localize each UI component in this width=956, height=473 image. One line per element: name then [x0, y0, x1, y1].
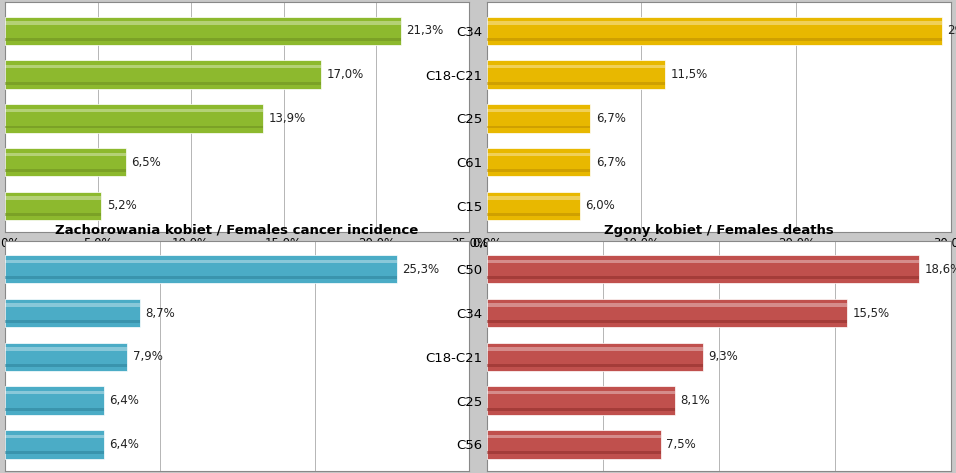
Text: 8,1%: 8,1%	[681, 394, 710, 407]
Bar	[487, 17, 942, 45]
Bar	[5, 347, 127, 350]
Bar	[5, 104, 263, 132]
Bar	[487, 38, 942, 41]
Text: 6,4%: 6,4%	[110, 438, 140, 451]
Bar	[5, 109, 263, 112]
Bar	[487, 125, 591, 128]
Bar	[487, 320, 847, 323]
Bar	[5, 192, 101, 220]
Text: 13,9%: 13,9%	[269, 112, 306, 125]
Bar	[5, 148, 125, 176]
Bar	[487, 109, 591, 112]
Bar	[487, 152, 591, 156]
Bar	[5, 125, 263, 128]
Bar	[487, 65, 664, 69]
Bar	[5, 169, 125, 172]
Text: 18,6%: 18,6%	[924, 263, 956, 276]
Bar	[5, 299, 140, 327]
Bar	[487, 364, 703, 367]
Bar	[487, 391, 675, 394]
Text: 11,5%: 11,5%	[670, 68, 707, 81]
Bar	[5, 38, 401, 41]
Bar	[487, 104, 591, 132]
Bar	[487, 148, 591, 176]
Text: 29,4%: 29,4%	[947, 24, 956, 37]
Bar	[5, 61, 320, 89]
Bar	[5, 82, 320, 85]
Text: 6,4%: 6,4%	[110, 394, 140, 407]
Text: 7,5%: 7,5%	[666, 438, 696, 451]
Bar	[487, 213, 579, 216]
Bar	[5, 255, 397, 283]
Bar	[487, 299, 847, 327]
Text: 6,7%: 6,7%	[596, 156, 626, 169]
Text: 6,7%: 6,7%	[596, 112, 626, 125]
Bar	[487, 386, 675, 415]
Bar	[487, 342, 703, 371]
Bar	[487, 260, 919, 263]
Bar	[5, 391, 104, 394]
Text: 7,9%: 7,9%	[133, 350, 163, 363]
Bar	[487, 82, 664, 85]
Bar	[487, 408, 675, 411]
Bar	[487, 347, 703, 350]
Bar	[487, 61, 664, 89]
Bar	[5, 320, 140, 323]
Title: Zachorowania kobiet / Females cancer incidence: Zachorowania kobiet / Females cancer inc…	[55, 224, 419, 237]
Bar	[487, 435, 661, 438]
Bar	[5, 408, 104, 411]
Bar	[487, 451, 661, 455]
Bar	[5, 276, 397, 279]
Bar	[5, 451, 104, 455]
Bar	[5, 364, 127, 367]
Text: 25,3%: 25,3%	[402, 263, 440, 276]
Bar	[5, 386, 104, 415]
Bar	[5, 435, 104, 438]
Bar	[5, 260, 397, 263]
Bar	[487, 196, 579, 200]
Bar	[5, 152, 125, 156]
Text: 5,2%: 5,2%	[107, 200, 137, 212]
Bar	[5, 65, 320, 69]
Bar	[5, 196, 101, 200]
Text: 15,5%: 15,5%	[852, 307, 889, 319]
Bar	[5, 303, 140, 307]
Bar	[5, 430, 104, 459]
Text: 17,0%: 17,0%	[326, 68, 363, 81]
Bar	[487, 303, 847, 307]
Text: 9,3%: 9,3%	[708, 350, 738, 363]
Bar	[5, 17, 401, 45]
Bar	[487, 276, 919, 279]
Bar	[487, 169, 591, 172]
Text: 21,3%: 21,3%	[406, 24, 444, 37]
Bar	[487, 21, 942, 25]
Text: 6,5%: 6,5%	[131, 156, 161, 169]
Bar	[5, 21, 401, 25]
Bar	[487, 255, 919, 283]
Title: Zgony kobiet / Females deaths: Zgony kobiet / Females deaths	[604, 224, 834, 237]
Bar	[5, 213, 101, 216]
Bar	[487, 430, 661, 459]
Text: 6,0%: 6,0%	[585, 200, 615, 212]
Bar	[5, 342, 127, 371]
Bar	[487, 192, 579, 220]
Text: 8,7%: 8,7%	[145, 307, 175, 319]
